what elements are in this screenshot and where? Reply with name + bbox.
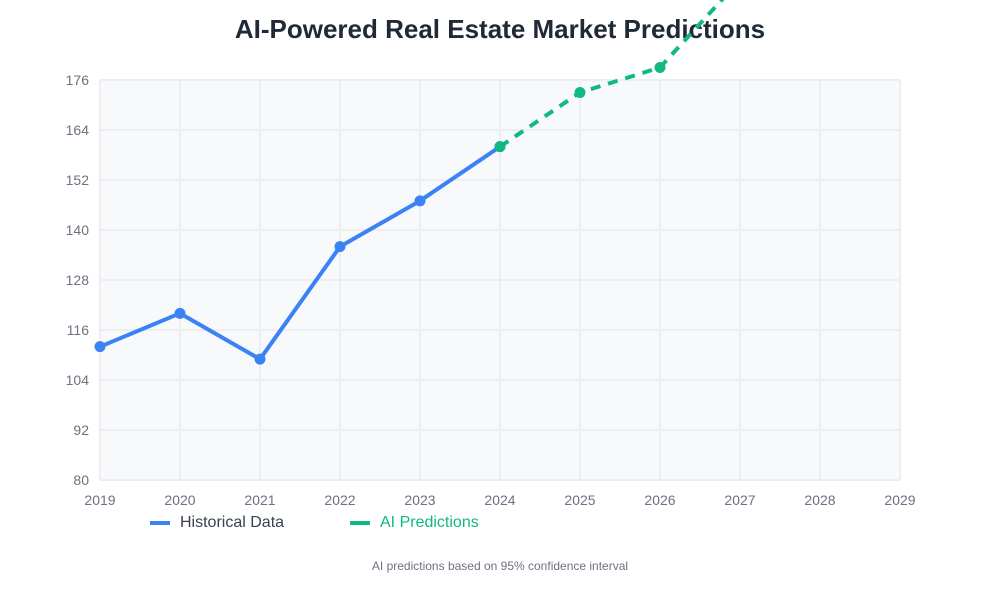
y-tick-label: 176 bbox=[66, 72, 90, 88]
legend-swatch-historical bbox=[150, 521, 170, 525]
x-tick-label: 2028 bbox=[804, 492, 835, 508]
y-tick-label: 80 bbox=[73, 472, 89, 488]
y-tick-label: 128 bbox=[66, 272, 90, 288]
footnote: AI predictions based on 95% confidence i… bbox=[371, 559, 629, 573]
data-point-historical-2022 bbox=[334, 241, 346, 253]
y-axis: 80 92 104 116 128 140 152 164 176 bbox=[66, 72, 90, 488]
legend-swatch-ai-predictions bbox=[350, 521, 370, 525]
data-point-ai-predictions-2024 bbox=[494, 141, 506, 153]
legend-item-ai-predictions[interactable]: AI Predictions bbox=[350, 514, 479, 532]
legend-item-historical[interactable]: Historical Data bbox=[150, 514, 284, 532]
y-tick-label: 152 bbox=[66, 172, 90, 188]
data-point-historical-2019 bbox=[94, 341, 106, 353]
x-tick-label: 2021 bbox=[244, 492, 275, 508]
data-point-historical-2023 bbox=[414, 195, 426, 207]
y-tick-label: 164 bbox=[66, 122, 90, 138]
series-group bbox=[94, 0, 725, 365]
x-tick-label: 2022 bbox=[324, 492, 355, 508]
data-point-ai-predictions-2026 bbox=[654, 62, 666, 73]
data-point-historical-2021 bbox=[254, 353, 266, 365]
y-tick-label: 140 bbox=[66, 222, 90, 238]
x-tick-label: 2019 bbox=[84, 492, 115, 508]
x-tick-label: 2024 bbox=[484, 492, 515, 508]
x-tick-label: 2025 bbox=[564, 492, 595, 508]
x-axis: 2019 2020 2021 2022 2023 2024 2025 2026 2027 2028… bbox=[84, 492, 915, 508]
y-tick-label: 92 bbox=[73, 422, 89, 438]
x-tick-label: 2026 bbox=[644, 492, 675, 508]
y-tick-label: 104 bbox=[66, 372, 90, 388]
x-tick-label: 2027 bbox=[724, 492, 755, 508]
y-tick-label: 116 bbox=[67, 322, 90, 338]
x-tick-label: 2020 bbox=[164, 492, 195, 508]
legend-label-historical: Historical Data bbox=[180, 514, 285, 531]
chart-title: AI-Powered Real Estate Market Prediction… bbox=[234, 14, 766, 44]
x-tick-label: 2029 bbox=[884, 492, 915, 508]
series-line-ai-predictions bbox=[498, 0, 725, 149]
data-point-historical-2020 bbox=[174, 307, 186, 319]
grid-lines bbox=[99, 79, 901, 481]
legend-label-ai-predictions: AI Predictions bbox=[380, 514, 479, 531]
data-point-ai-predictions-2025 bbox=[574, 87, 586, 98]
series-line-historical bbox=[98, 144, 502, 362]
x-tick-label: 2023 bbox=[404, 492, 435, 508]
